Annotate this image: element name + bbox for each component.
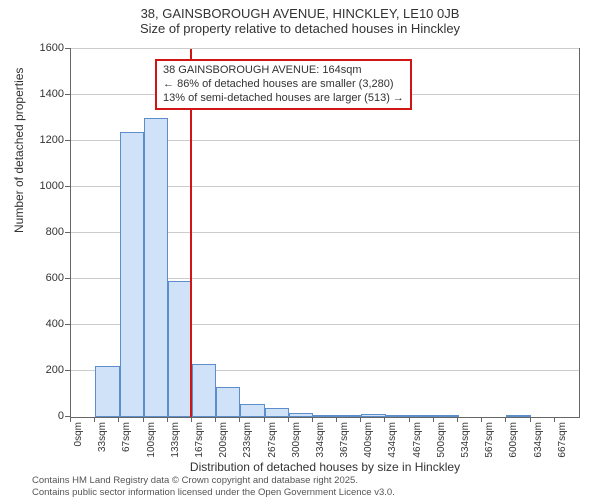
y-axis: 02004006008001000120014001600 bbox=[0, 48, 70, 418]
histogram-bar bbox=[168, 281, 193, 417]
histogram-bar bbox=[192, 364, 216, 417]
histogram-bar bbox=[313, 415, 337, 417]
histogram-bar bbox=[386, 415, 410, 417]
histogram-bar bbox=[337, 415, 361, 417]
histogram-bar bbox=[216, 387, 240, 417]
y-tick-label: 800 bbox=[46, 226, 64, 238]
x-tick-mark bbox=[143, 417, 144, 422]
x-tick-mark bbox=[239, 417, 240, 422]
footer-line-1: Contains HM Land Registry data © Crown c… bbox=[32, 475, 395, 486]
histogram-bar bbox=[361, 414, 386, 417]
x-tick-label: 434sqm bbox=[387, 422, 398, 458]
x-tick-label: 200sqm bbox=[218, 422, 229, 458]
x-tick-mark bbox=[312, 417, 313, 422]
x-tick-label: 67sqm bbox=[121, 422, 132, 452]
x-tick-mark bbox=[409, 417, 410, 422]
histogram-bar bbox=[434, 415, 459, 417]
x-tick-mark bbox=[433, 417, 434, 422]
chart-container: 38, GAINSBOROUGH AVENUE, HINCKLEY, LE10 … bbox=[0, 0, 600, 500]
x-tick-label: 334sqm bbox=[315, 422, 326, 458]
x-axis-title: Distribution of detached houses by size … bbox=[70, 460, 580, 474]
x-tick-mark bbox=[457, 417, 458, 422]
y-tick-label: 1400 bbox=[40, 88, 64, 100]
x-tick-label: 267sqm bbox=[267, 422, 278, 458]
y-tick-label: 200 bbox=[46, 364, 64, 376]
callout-box: 38 GAINSBOROUGH AVENUE: 164sqm ← 86% of … bbox=[155, 59, 412, 110]
x-tick-label: 634sqm bbox=[533, 422, 544, 458]
y-tick-label: 1200 bbox=[40, 134, 64, 146]
x-tick-mark bbox=[191, 417, 192, 422]
x-tick-label: 600sqm bbox=[508, 422, 519, 458]
x-tick-label: 133sqm bbox=[170, 422, 181, 458]
x-tick-label: 0sqm bbox=[73, 422, 84, 446]
plot-area: 38 GAINSBOROUGH AVENUE: 164sqm ← 86% of … bbox=[70, 48, 580, 418]
histogram-bar bbox=[95, 366, 120, 417]
callout-line-3: 13% of semi-detached houses are larger (… bbox=[163, 92, 404, 106]
footer-line-2: Contains public sector information licen… bbox=[32, 487, 395, 498]
x-tick-label: 233sqm bbox=[242, 422, 253, 458]
callout-line-1: 38 GAINSBOROUGH AVENUE: 164sqm bbox=[163, 64, 404, 78]
x-tick-mark bbox=[167, 417, 168, 422]
histogram-bar bbox=[120, 132, 144, 417]
y-tick-label: 1600 bbox=[40, 42, 64, 54]
histogram-bar bbox=[289, 413, 314, 417]
title-line-1: 38, GAINSBOROUGH AVENUE, HINCKLEY, LE10 … bbox=[0, 6, 600, 21]
x-tick-mark bbox=[215, 417, 216, 422]
y-tick-label: 400 bbox=[46, 318, 64, 330]
x-tick-mark bbox=[481, 417, 482, 422]
histogram-bar bbox=[144, 118, 168, 417]
x-tick-mark bbox=[384, 417, 385, 422]
x-tick-label: 300sqm bbox=[291, 422, 302, 458]
histogram-bar bbox=[240, 404, 265, 417]
x-tick-mark bbox=[264, 417, 265, 422]
x-tick-mark bbox=[118, 417, 119, 422]
title-line-2: Size of property relative to detached ho… bbox=[0, 21, 600, 36]
grid-line bbox=[71, 48, 579, 49]
x-tick-label: 100sqm bbox=[146, 422, 157, 458]
x-tick-mark bbox=[505, 417, 506, 422]
x-tick-mark bbox=[554, 417, 555, 422]
x-tick-mark bbox=[94, 417, 95, 422]
x-tick-label: 534sqm bbox=[460, 422, 471, 458]
x-tick-label: 567sqm bbox=[484, 422, 495, 458]
y-tick-label: 600 bbox=[46, 272, 64, 284]
x-tick-label: 400sqm bbox=[363, 422, 374, 458]
y-tick-label: 1000 bbox=[40, 180, 64, 192]
x-tick-mark bbox=[336, 417, 337, 422]
histogram-bar bbox=[265, 408, 289, 417]
x-tick-label: 500sqm bbox=[436, 422, 447, 458]
y-tick-label: 0 bbox=[58, 410, 64, 422]
histogram-bar bbox=[506, 415, 531, 417]
callout-line-2: ← 86% of detached houses are smaller (3,… bbox=[163, 78, 404, 92]
x-tick-label: 167sqm bbox=[194, 422, 205, 458]
x-tick-label: 33sqm bbox=[97, 422, 108, 452]
footer-attribution: Contains HM Land Registry data © Crown c… bbox=[32, 475, 395, 498]
title-block: 38, GAINSBOROUGH AVENUE, HINCKLEY, LE10 … bbox=[0, 0, 600, 36]
x-tick-label: 367sqm bbox=[339, 422, 350, 458]
x-tick-label: 467sqm bbox=[412, 422, 423, 458]
x-tick-label: 667sqm bbox=[557, 422, 568, 458]
x-tick-mark bbox=[530, 417, 531, 422]
x-tick-mark bbox=[70, 417, 71, 422]
histogram-bar bbox=[410, 415, 434, 417]
x-tick-mark bbox=[288, 417, 289, 422]
x-tick-mark bbox=[360, 417, 361, 422]
